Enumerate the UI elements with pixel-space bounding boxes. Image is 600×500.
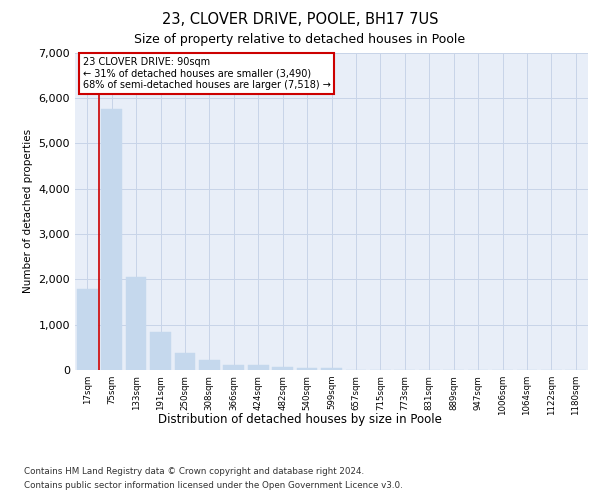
Text: Size of property relative to detached houses in Poole: Size of property relative to detached ho… — [134, 32, 466, 46]
Bar — [199, 360, 220, 370]
Bar — [150, 332, 171, 370]
Text: Contains public sector information licensed under the Open Government Licence v3: Contains public sector information licen… — [24, 481, 403, 490]
Text: Contains HM Land Registry data © Crown copyright and database right 2024.: Contains HM Land Registry data © Crown c… — [24, 468, 364, 476]
Bar — [248, 365, 269, 370]
Bar — [296, 368, 317, 370]
Y-axis label: Number of detached properties: Number of detached properties — [23, 129, 33, 294]
Bar — [101, 109, 122, 370]
Bar — [223, 365, 244, 370]
Text: Distribution of detached houses by size in Poole: Distribution of detached houses by size … — [158, 412, 442, 426]
Text: 23 CLOVER DRIVE: 90sqm
← 31% of detached houses are smaller (3,490)
68% of semi-: 23 CLOVER DRIVE: 90sqm ← 31% of detached… — [83, 58, 331, 90]
Bar — [272, 368, 293, 370]
Bar — [175, 353, 196, 370]
Bar — [77, 290, 98, 370]
Bar — [321, 368, 342, 370]
Bar — [125, 276, 146, 370]
Text: 23, CLOVER DRIVE, POOLE, BH17 7US: 23, CLOVER DRIVE, POOLE, BH17 7US — [162, 12, 438, 28]
